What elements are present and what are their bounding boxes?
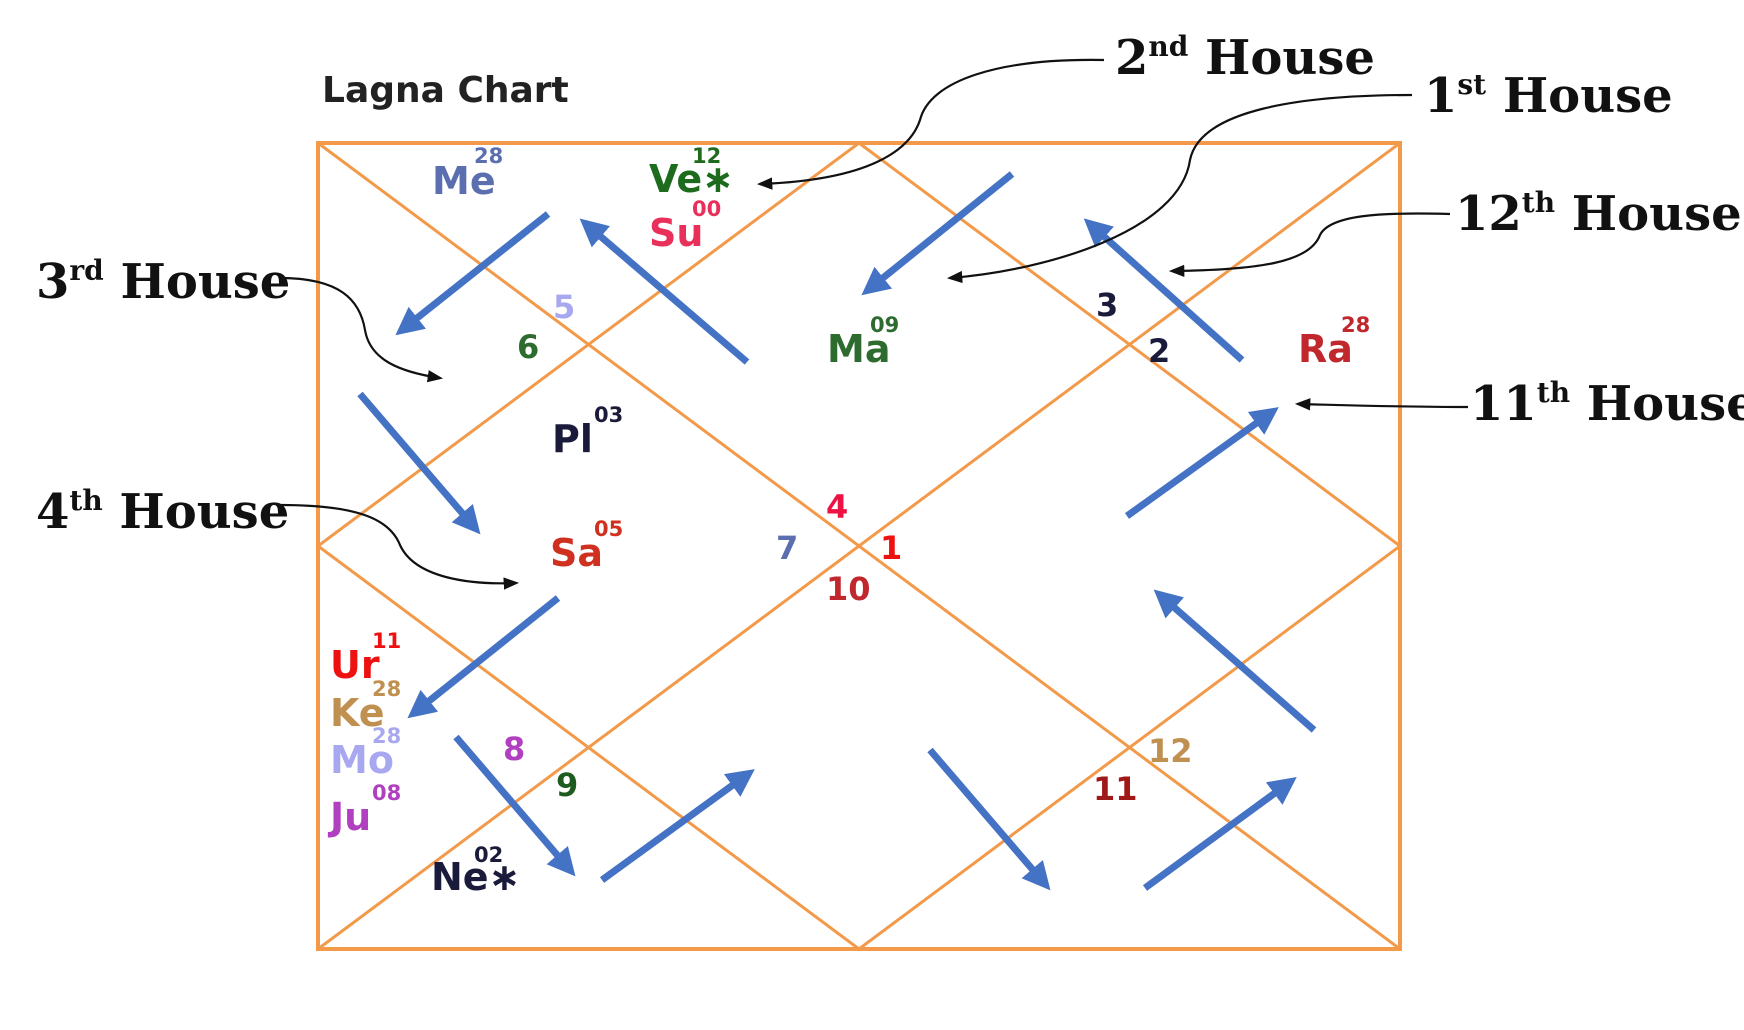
planet-pluto: Pl 03 [552, 403, 623, 461]
svg-text:Ke: Ke [330, 691, 385, 735]
planet-ketu: Ke 28 [330, 677, 401, 735]
svg-text:Ju: Ju [327, 795, 371, 839]
planets: Me 28 Ve∗ 12 Su 00 Ma 09 Ra 28 Pl 03 Sa … [327, 144, 1370, 899]
planet-rahu: Ra 28 [1298, 313, 1370, 371]
svg-text:Su: Su [649, 211, 703, 255]
svg-text:03: 03 [594, 403, 623, 427]
svg-text:Mo: Mo [330, 738, 394, 782]
house-label-2nd: 2nd House [1115, 30, 1375, 86]
svg-text:Ne∗: Ne∗ [431, 855, 520, 899]
pointer-1st-house [946, 93, 1413, 284]
planet-venus: Ve∗ 12 [649, 144, 734, 201]
svg-text:Sa: Sa [550, 531, 603, 575]
svg-text:Pl: Pl [552, 417, 593, 461]
flow-arrow [1142, 777, 1297, 891]
house-number: 1 [880, 529, 902, 567]
svg-text:08: 08 [372, 781, 401, 805]
house-number: 3 [1096, 286, 1118, 324]
house-label-1st: 1st House [1424, 68, 1673, 124]
pointer-curves [279, 58, 1469, 590]
house-numbers: 5 6 3 2 4 7 1 10 8 9 12 11 [503, 286, 1193, 808]
svg-text:Me: Me [432, 159, 496, 203]
flow-arrow [395, 211, 551, 336]
pointer-4th-house [279, 503, 520, 590]
planet-sun: Su 00 [649, 197, 721, 255]
svg-text:28: 28 [474, 144, 503, 168]
house-number: 11 [1093, 770, 1138, 808]
svg-text:09: 09 [870, 313, 899, 337]
house-labels: 2nd House 1st House 12th House 3rd House… [36, 30, 1744, 540]
house-number: 2 [1148, 332, 1170, 370]
house-number: 5 [553, 288, 575, 326]
house-number: 10 [826, 570, 871, 608]
flow-arrow [579, 218, 750, 365]
svg-text:Ma: Ma [827, 327, 890, 371]
pointer-3rd-house [279, 276, 444, 383]
flow-arrow [1153, 589, 1317, 733]
planet-mercury: Me 28 [432, 144, 503, 203]
house-number: 4 [826, 488, 848, 526]
inner-diamond [315, 141, 1403, 951]
svg-text:Ve∗: Ve∗ [649, 157, 734, 201]
flow-arrow [1124, 407, 1279, 519]
flow-arrow [927, 747, 1051, 891]
planet-moon: Mo 28 [330, 724, 401, 782]
flow-arrow [861, 171, 1015, 296]
svg-text:28: 28 [372, 677, 401, 701]
flow-arrow [599, 769, 755, 883]
planet-uranus: Ur 11 [330, 629, 401, 687]
chart-grid [315, 141, 1403, 951]
svg-text:28: 28 [1341, 313, 1370, 337]
house-label-11th: 11th House [1470, 376, 1744, 432]
svg-text:02: 02 [474, 843, 503, 867]
chart-title: Lagna Chart [322, 70, 569, 111]
flow-arrow [1083, 218, 1245, 363]
flow-arrow [407, 595, 561, 719]
diagonal-anti [317, 141, 1401, 951]
svg-text:12: 12 [692, 144, 721, 168]
house-label-12th: 12th House [1455, 186, 1742, 242]
svg-text:11: 11 [372, 629, 401, 653]
house-label-4th: 4th House [36, 484, 289, 540]
planet-neptune: Ne∗ 02 [431, 843, 520, 899]
pointer-11th-house [1294, 398, 1469, 411]
house-number: 8 [503, 730, 525, 768]
house-number: 9 [556, 766, 578, 804]
svg-text:28: 28 [372, 724, 401, 748]
planet-mars: Ma 09 [827, 313, 899, 371]
svg-text:Ur: Ur [330, 643, 380, 687]
house-number: 7 [776, 529, 798, 567]
flow-arrow [453, 734, 576, 877]
house-label-3rd: 3rd House [36, 254, 290, 310]
house-number: 6 [517, 328, 539, 366]
flow-arrows [357, 171, 1317, 891]
pointer-12th-house [1168, 212, 1451, 278]
pointer-2nd-house [756, 58, 1105, 190]
flow-arrow [357, 391, 481, 535]
planet-jupiter: Ju 08 [327, 781, 401, 839]
svg-text:Ra: Ra [1298, 327, 1353, 371]
svg-text:05: 05 [594, 517, 623, 541]
house-number: 12 [1148, 732, 1193, 770]
planet-saturn: Sa 05 [550, 517, 623, 575]
svg-text:00: 00 [692, 197, 721, 221]
